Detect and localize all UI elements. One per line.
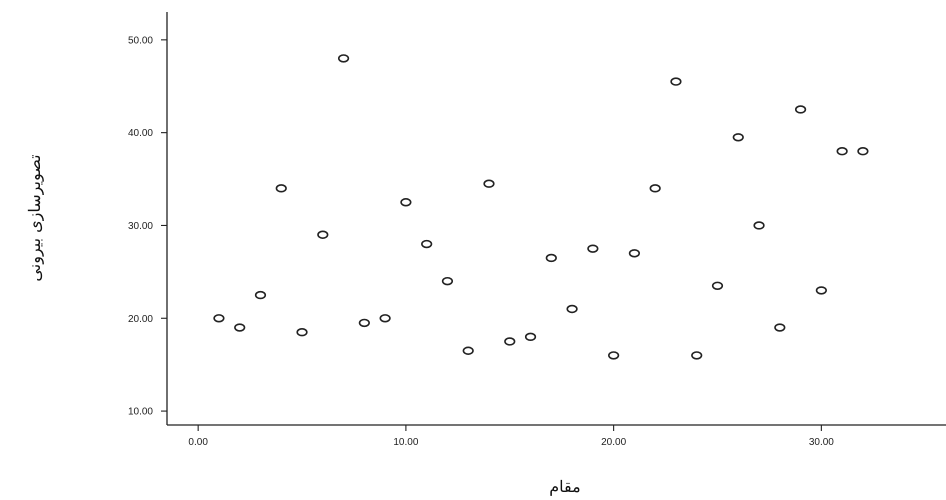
y-tick-label: 20.00 bbox=[128, 314, 153, 325]
data-point bbox=[296, 327, 308, 337]
x-tick-label: 0.00 bbox=[188, 437, 208, 448]
x-axis-label: مقام bbox=[549, 477, 580, 496]
data-point bbox=[691, 351, 703, 360]
y-tick-label: 50.00 bbox=[128, 35, 153, 46]
data-point bbox=[711, 281, 724, 290]
data-point bbox=[358, 318, 370, 328]
data-point bbox=[857, 147, 869, 156]
data-points bbox=[213, 54, 869, 360]
data-point bbox=[504, 337, 516, 346]
data-point bbox=[794, 105, 807, 114]
data-point bbox=[379, 314, 391, 323]
y-tick-label: 30.00 bbox=[128, 221, 153, 232]
data-point bbox=[649, 184, 661, 193]
x-tick-label: 10.00 bbox=[393, 437, 418, 448]
data-point bbox=[524, 332, 537, 342]
data-point bbox=[774, 323, 786, 332]
data-point bbox=[753, 221, 765, 230]
data-point bbox=[275, 184, 287, 193]
data-point bbox=[587, 244, 599, 253]
data-point bbox=[628, 249, 641, 258]
data-point bbox=[337, 54, 350, 63]
data-point bbox=[483, 179, 495, 188]
y-tick-label: 40.00 bbox=[128, 128, 153, 139]
x-tick-label: 20.00 bbox=[601, 437, 626, 448]
y-axis-label: تصویرسازی بیرونی bbox=[25, 154, 44, 281]
data-point bbox=[213, 314, 225, 323]
data-point bbox=[462, 346, 474, 355]
data-point bbox=[836, 147, 848, 156]
data-point bbox=[234, 323, 246, 332]
data-point bbox=[732, 133, 744, 142]
data-point bbox=[566, 304, 578, 314]
axes bbox=[166, 12, 946, 426]
data-point bbox=[441, 276, 454, 286]
data-point bbox=[608, 351, 620, 360]
data-point bbox=[815, 286, 827, 295]
y-tick-label: 10.00 bbox=[128, 407, 153, 418]
x-ticks: 0.00 10.00 20.00 30.00 bbox=[188, 425, 834, 448]
data-point bbox=[670, 77, 682, 86]
data-point bbox=[317, 230, 329, 239]
y-ticks: 10.00 20.00 30.00 40.00 50.00 bbox=[128, 35, 167, 418]
data-point bbox=[421, 239, 433, 249]
data-point bbox=[545, 253, 557, 263]
data-point bbox=[254, 290, 267, 300]
data-point bbox=[400, 198, 412, 207]
x-tick-label: 30.00 bbox=[809, 437, 834, 448]
